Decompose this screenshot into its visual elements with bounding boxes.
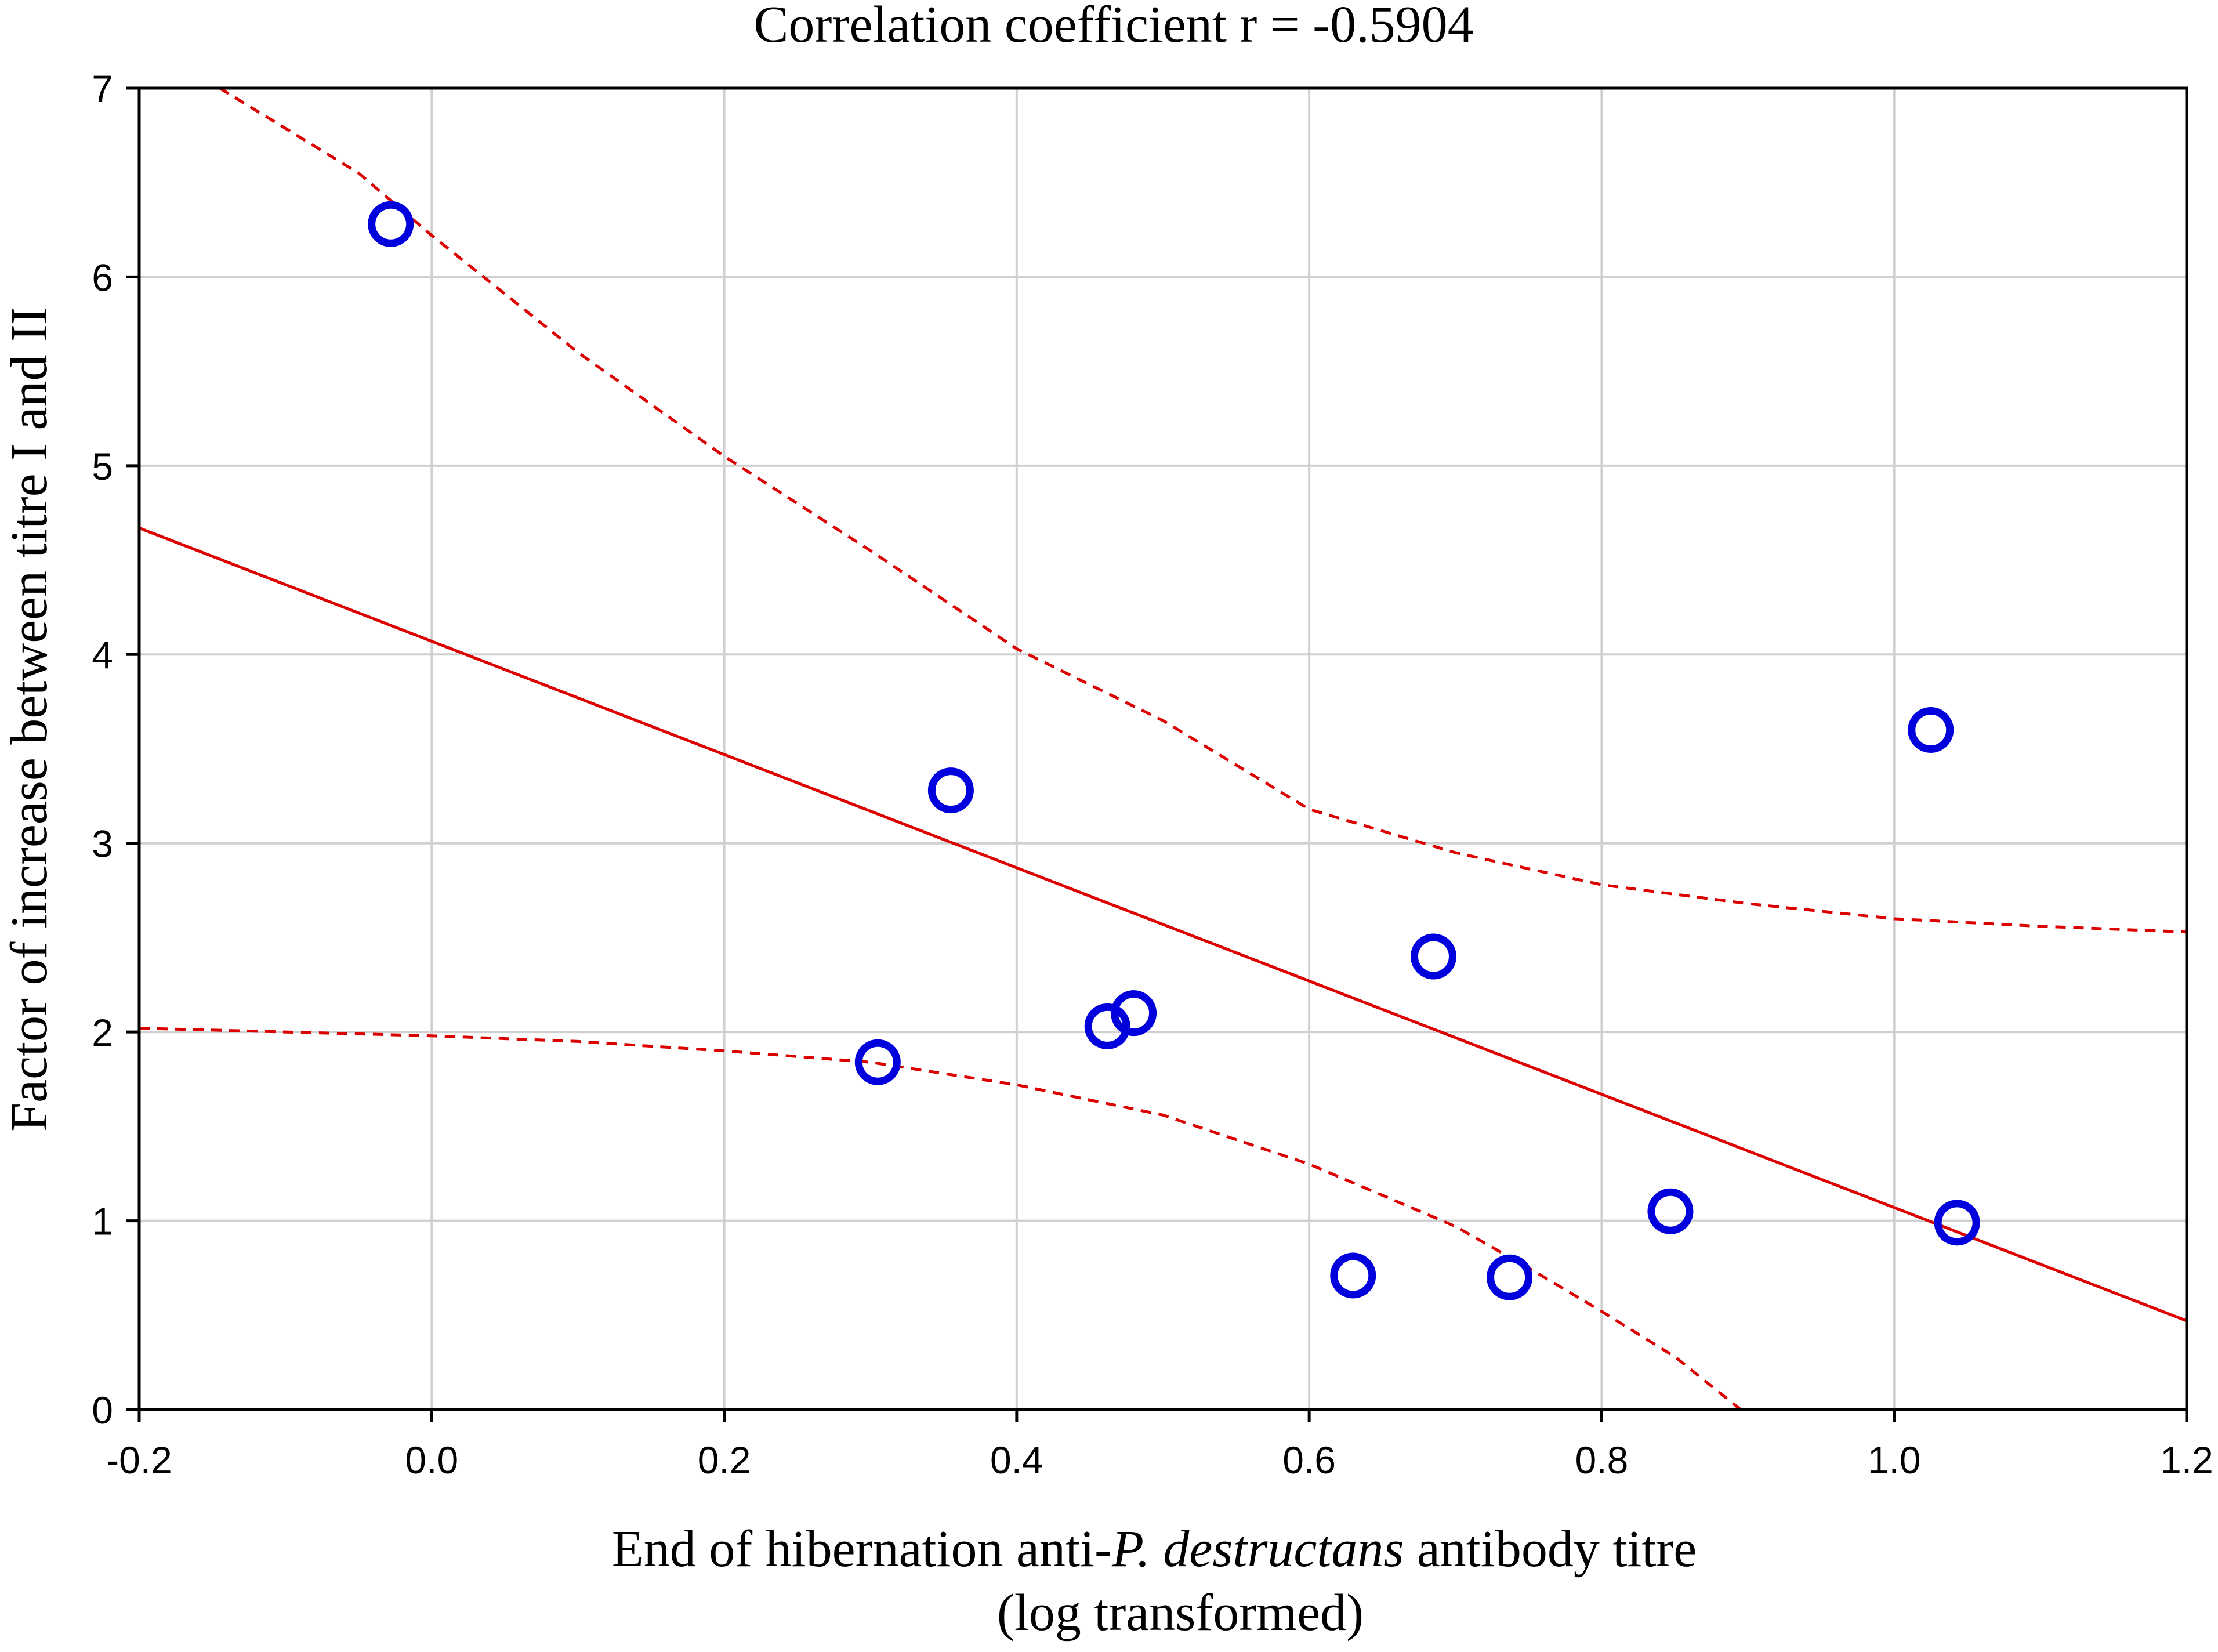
y-tick-label: 7 — [92, 67, 113, 110]
x-axis-label-part: End of hibernation anti- — [612, 1520, 1112, 1578]
y-tick-label: 6 — [92, 256, 113, 299]
grid — [138, 87, 2188, 1411]
x-tick-label: -0.2 — [106, 1439, 172, 1481]
data-point — [1410, 933, 1456, 980]
x-tick-label: 0.6 — [1282, 1439, 1336, 1481]
x-axis-label-species: P. destructans — [1111, 1520, 1404, 1578]
confidence-bands — [139, 86, 2187, 1411]
data-point — [1647, 1188, 1694, 1234]
data-point — [1487, 1254, 1533, 1300]
data-point — [927, 767, 974, 814]
y-tick-labels: 0 1 2 3 4 5 6 7 — [92, 67, 113, 1432]
data-point — [1908, 707, 1954, 753]
data-point — [1084, 1003, 1130, 1049]
y-tick-label: 2 — [92, 1011, 113, 1054]
y-tick-label: 1 — [92, 1200, 113, 1243]
x-axis-label: End of hibernation anti-P. destructans a… — [612, 1520, 1697, 1578]
x-tick-label: 0.2 — [698, 1439, 751, 1481]
regression-layer — [139, 526, 2187, 1323]
data-point — [1330, 1252, 1376, 1299]
x-axis-label-part: antibody titre — [1404, 1520, 1697, 1578]
axis-ticks — [126, 86, 2188, 1422]
x-tick-label: 0.8 — [1575, 1439, 1629, 1481]
data-point — [1111, 990, 1157, 1037]
x-tick-label: 1.2 — [2160, 1439, 2213, 1481]
x-tick-label: 1.0 — [1868, 1439, 1921, 1481]
plot-frame — [137, 86, 2188, 1411]
regression-line — [139, 526, 2187, 1323]
x-tick-labels: -0.2 0.0 0.2 0.4 0.6 0.8 1.0 1.2 — [106, 1439, 2213, 1481]
x-tick-label: 0.4 — [990, 1439, 1043, 1481]
confidence-band-upper — [219, 86, 2187, 934]
data-point — [854, 1039, 901, 1085]
x-axis-label-line2: (log transformed) — [997, 1584, 1364, 1642]
chart-title: Correlation coefficient r = -0.5904 — [753, 0, 1473, 53]
y-tick-label: 0 — [92, 1389, 113, 1432]
confidence-band-lower — [139, 1027, 1742, 1411]
data-point — [368, 201, 414, 247]
y-tick-label: 4 — [92, 633, 113, 676]
y-tick-label: 5 — [92, 445, 113, 488]
data-point — [1934, 1200, 1980, 1246]
data-points — [368, 201, 1980, 1300]
x-tick-label: 0.0 — [405, 1439, 458, 1481]
y-tick-label: 3 — [92, 823, 113, 865]
y-axis-label: Factor of increase between titre I and I… — [1, 307, 58, 1132]
